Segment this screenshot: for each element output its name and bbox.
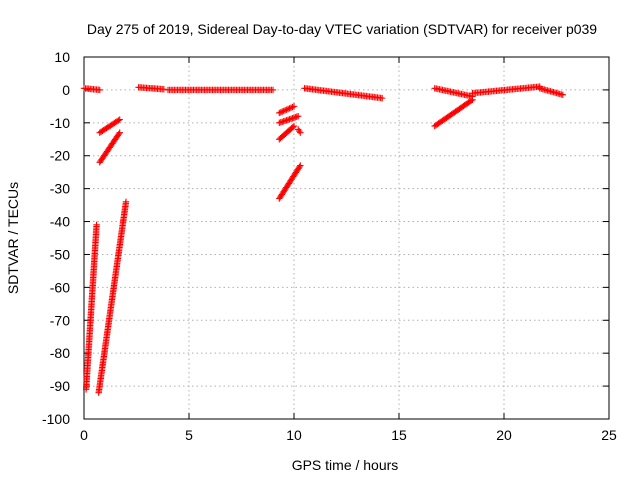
x-tick-label: 5 [185, 427, 193, 443]
x-tick-label: 15 [391, 427, 407, 443]
data-point [287, 104, 295, 111]
data-point [277, 109, 284, 116]
x-tick-label: 25 [601, 427, 617, 443]
data-point [289, 124, 296, 131]
y-tick-label: -90 [50, 378, 70, 394]
axis-ticks [83, 56, 610, 420]
series-segment-arc-18.5h-top [469, 83, 543, 97]
data-point [281, 107, 289, 114]
data-point [116, 116, 123, 123]
data-point [296, 127, 303, 135]
data-point [276, 109, 283, 117]
data-point [295, 113, 302, 120]
series-segment-arc-0h-top [80, 85, 103, 94]
y-tick-label: -20 [50, 148, 70, 164]
data-point [279, 108, 286, 115]
x-tick-label: 20 [496, 427, 512, 443]
y-tick-label: -70 [50, 312, 70, 328]
grid-lines [84, 57, 609, 419]
data-point [269, 86, 277, 94]
data-point [116, 129, 123, 136]
series-segment-arc-10.3h-e [295, 126, 304, 136]
data-point [290, 122, 298, 130]
data-point [289, 103, 296, 111]
data-point [379, 94, 386, 102]
x-tick-label: 0 [80, 427, 88, 443]
data-point [559, 91, 566, 99]
x-tick-labels: 0 5 10 15 20 25 [80, 427, 617, 443]
series-segment-arc-0.7h-deep [95, 198, 130, 396]
series-segment-arc-21.7h-top [536, 85, 566, 99]
series-segment-arc-10.5h-top [301, 85, 386, 102]
data-point [122, 198, 130, 205]
series-segment-arc-0.75h-mid [96, 129, 123, 166]
data-point [297, 162, 304, 169]
data-point [280, 107, 287, 115]
plot-frame [83, 56, 610, 420]
series-segment-arc-0.75h-upper [96, 116, 123, 136]
data-point [115, 130, 122, 138]
y-tick-label: 0 [62, 82, 70, 98]
data-point [296, 163, 303, 171]
y-tick-label: 10 [54, 49, 70, 65]
series-segment-arc-4h-top [164, 86, 277, 94]
y-tick-label: -100 [42, 411, 70, 427]
y-tick-label: -40 [50, 214, 70, 230]
data-point [297, 129, 304, 136]
series-segment-arc-9.3h-d [276, 162, 304, 202]
series-segment-arc-9.3h-a [276, 103, 298, 117]
data-point [284, 105, 292, 113]
data-point [160, 86, 167, 93]
data-points [80, 83, 566, 396]
series-segment-arc-9.3h-c [276, 122, 298, 143]
x-axis-label: GPS time / hours [292, 457, 399, 473]
data-point [286, 105, 293, 112]
y-tick-label: -10 [50, 115, 70, 131]
y-tick-labels: 10 0 -10 -20 -30 -40 -50 -60 -70 -80 -90 -100 [42, 49, 70, 427]
data-point [115, 117, 122, 124]
series-segment-arc-9.3h-b [276, 113, 302, 127]
x-tick-label: 10 [286, 427, 302, 443]
series-segment-arc-16.7h-hook [431, 85, 476, 100]
data-point [290, 103, 298, 110]
y-tick-label: -30 [50, 181, 70, 197]
series-segment-arc-16.7h-rise [431, 96, 476, 130]
y-tick-label: -50 [50, 246, 70, 262]
data-point [96, 86, 103, 94]
data-point [283, 106, 290, 113]
chart-title: Day 275 of 2019, Sidereal Day-to-day VTE… [87, 21, 597, 37]
data-point [93, 221, 100, 229]
y-tick-label: -80 [50, 345, 70, 361]
y-axis-label: SDTVAR / TECUs [5, 182, 21, 294]
y-tick-label: -60 [50, 279, 70, 295]
series-segment-arc-2.6h-top [135, 84, 167, 93]
series-segment-arc-0.1h-deep [82, 221, 100, 393]
